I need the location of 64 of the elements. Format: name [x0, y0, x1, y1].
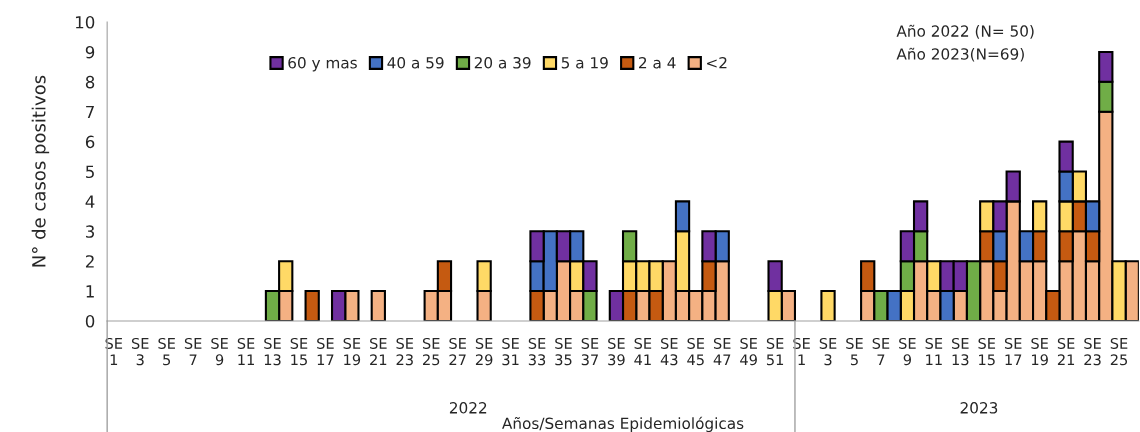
x-tick-label: SE 49	[740, 337, 757, 366]
legend-label: 2 a 4	[639, 56, 676, 69]
x-tick-label: SE 5	[846, 337, 863, 366]
x-tick-label: SE 35	[555, 337, 572, 366]
x-tick-label: SE 21	[370, 337, 387, 366]
legend-label: <2	[707, 56, 727, 69]
x-tick-label: SE 9	[899, 337, 916, 366]
x-tick-label: SE 13	[264, 337, 281, 366]
legend-label: 40 a 59	[387, 56, 444, 69]
bar	[820, 290, 836, 321]
x-tick-label: SE 3	[131, 337, 149, 366]
legend-label: 5 a 19	[561, 56, 608, 69]
y-tick-label: 10	[75, 15, 95, 29]
x-tick-label: SE 17	[1004, 337, 1022, 366]
x-tick-label: SE 19	[1031, 337, 1048, 366]
x-tick-label: SE 1	[105, 337, 123, 366]
x-tick-label: SE 9	[211, 337, 228, 366]
x-axis-title: Años/Semanas Epidemiológicas	[502, 416, 744, 432]
x-tick-label: SE 15	[978, 337, 996, 366]
x-tick-label: SE 27	[449, 337, 466, 366]
bar	[304, 290, 320, 321]
x-tick-label: SE 11	[925, 337, 943, 366]
x-tick-label: SE 25	[1110, 337, 1128, 366]
x-tick-label: SE 13	[952, 337, 969, 366]
x-tick-label: SE 21	[1057, 337, 1075, 366]
x-tick-label: SE 37	[581, 337, 599, 366]
x-tick-label: SE 5	[158, 337, 175, 366]
x-tick-label: SE 41	[634, 337, 652, 366]
x-tick-label: SE 19	[343, 337, 361, 366]
text: 2023	[960, 402, 998, 414]
y-tick-label: 7	[86, 105, 94, 119]
y-tick-label: 3	[86, 225, 95, 238]
x-tick-label: SE 11	[237, 337, 255, 366]
x-tick-label: SE 15	[290, 337, 308, 366]
x-tick-label: SE 1	[793, 337, 810, 366]
y-tick-label: 5	[86, 165, 94, 179]
y-tick-label: 6	[85, 135, 95, 149]
x-tick-label: SE 7	[184, 337, 202, 366]
x-tick-label: SE 45	[687, 337, 705, 366]
y-tick-label: 2	[85, 255, 94, 268]
x-tick-label: SE 31	[502, 337, 519, 366]
y-axis-title: N° de casos positivos	[31, 75, 50, 267]
x-tick-label: SE 3	[819, 337, 837, 366]
y-tick-label: 4	[85, 195, 95, 208]
x-tick-label: SE 33	[528, 337, 546, 366]
x-tick-label: SE 29	[475, 337, 493, 366]
bar	[370, 290, 386, 321]
y-tick-label: 0	[85, 314, 95, 328]
x-tick-label: SE 7	[872, 337, 890, 366]
x-tick-label: SE 25	[422, 337, 440, 366]
y-tick-label: 8	[85, 75, 95, 89]
annotation: Año 2022 (N= 50) Año 2023(N=69)	[896, 24, 1034, 62]
x-tick-label: SE 23	[396, 337, 414, 366]
x-tick-label: SE 39	[608, 337, 625, 366]
x-tick-label: SE 47	[713, 337, 731, 366]
x-tick-label: SE 51	[766, 337, 784, 366]
text: 2022	[449, 402, 487, 414]
x-tick-label: SE 23	[1084, 337, 1101, 366]
y-tick-label: 9	[85, 45, 95, 59]
legend-label: 60 y mas	[288, 56, 357, 72]
y-tick-label: 1	[86, 285, 94, 298]
legend-label: 20 a 39	[474, 56, 531, 69]
x-tick-label: SE 17	[317, 337, 334, 366]
x-tick-label: SE 43	[660, 337, 678, 366]
